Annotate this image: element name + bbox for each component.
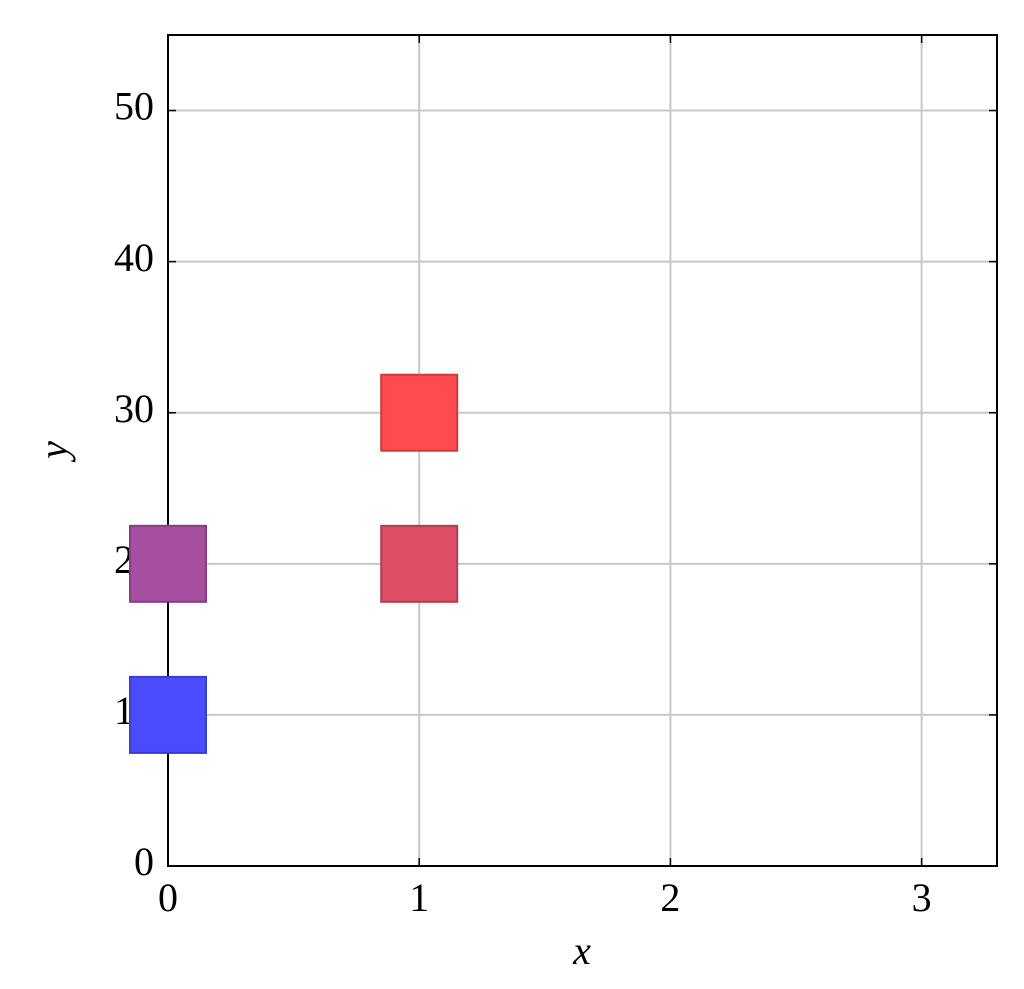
y-tick-label: 0 bbox=[134, 839, 154, 884]
x-tick-label: 2 bbox=[660, 875, 680, 920]
marker bbox=[129, 675, 207, 754]
marker bbox=[380, 373, 459, 452]
marker bbox=[129, 524, 207, 603]
x-tick-label: 1 bbox=[409, 875, 429, 920]
x-tick-label: 3 bbox=[912, 875, 932, 920]
y-axis-label: y bbox=[31, 441, 76, 463]
x-tick-label: 0 bbox=[158, 875, 178, 920]
y-tick-label: 40 bbox=[114, 235, 154, 280]
y-tick-label: 30 bbox=[114, 386, 154, 431]
marker bbox=[380, 524, 459, 603]
plot-frame bbox=[167, 34, 998, 867]
x-axis-label: x bbox=[572, 928, 591, 973]
y-tick-label: 50 bbox=[114, 84, 154, 129]
